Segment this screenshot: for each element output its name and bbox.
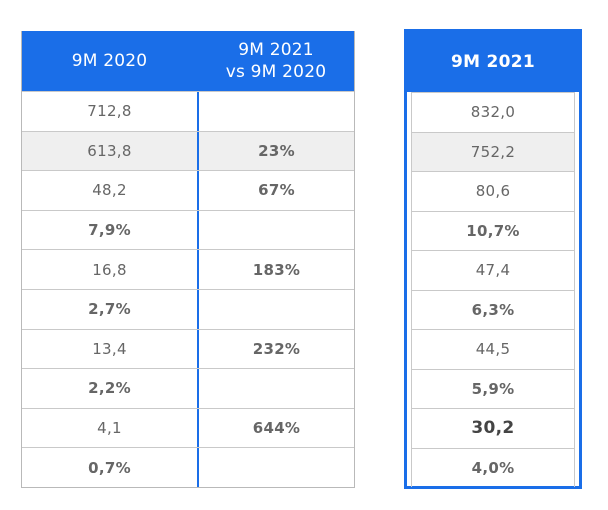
growth-cell: 67%: [197, 171, 354, 210]
value-cell: 48,2: [92, 181, 127, 200]
table-row: 0,7%: [22, 447, 354, 487]
growth-cell: 644%: [197, 408, 354, 448]
table-row: 712,8: [22, 91, 354, 131]
percent-row: 4,0%: [412, 447, 574, 488]
table-row: 752,2: [412, 131, 574, 171]
comparison-table-9m-2020: 9M 2020 9M 2021 vs 9M 2020 712,8 613,8 2…: [21, 31, 355, 488]
growth-cell: [197, 92, 354, 131]
percent-cell: 7,9%: [88, 221, 131, 240]
table-row: 44,5: [412, 329, 574, 369]
table-row: 16,8 183%: [22, 249, 354, 289]
table-row: 47,4: [412, 250, 574, 290]
growth-cell: 232%: [197, 329, 354, 369]
net-result-row: 30,2: [412, 408, 574, 448]
growth-cell: [197, 369, 354, 408]
header-growth: 9M 2021 vs 9M 2020: [197, 31, 354, 91]
table-row: 80,6: [412, 171, 574, 211]
highlight-table-9m-2021: 9M 2021 832,0 752,2 80,6 10,7% 47,4 6,3%…: [404, 29, 582, 489]
table-row: 13,4 232%: [22, 328, 354, 369]
table-row: 4,1 644%: [22, 407, 354, 448]
value-cell: 4,1: [97, 419, 122, 438]
growth-cell: [197, 210, 354, 250]
value-cell: 712,8: [87, 102, 132, 121]
percent-row: 10,7%: [412, 210, 574, 251]
table-body: 832,0 752,2 80,6 10,7% 47,4 6,3% 44,5 5,…: [411, 92, 575, 487]
value-cell: 613,8: [87, 141, 132, 160]
growth-cell: 23%: [197, 131, 354, 171]
percent-cell: 2,2%: [88, 379, 131, 398]
percent-row: 5,9%: [412, 368, 574, 409]
table-row: 2,2%: [22, 368, 354, 408]
header-9m-2020: 9M 2020: [71, 51, 148, 71]
growth-cell: 183%: [197, 250, 354, 289]
percent-cell: 2,7%: [88, 300, 131, 319]
table-row: 2,7%: [22, 288, 354, 329]
value-cell: 16,8: [92, 260, 127, 279]
value-cell: 13,4: [92, 339, 127, 358]
growth-cell: [197, 289, 354, 329]
table-row: 7,9%: [22, 209, 354, 250]
table-header: 9M 2020 9M 2021 vs 9M 2020: [22, 31, 354, 91]
table-row: 832,0: [412, 92, 574, 132]
table-row: 48,2 67%: [22, 170, 354, 210]
header-9m-2021: 9M 2021: [407, 32, 579, 92]
growth-cell: [197, 448, 354, 487]
table-row: 613,8 23%: [22, 130, 354, 171]
percent-row: 6,3%: [412, 289, 574, 330]
percent-cell: 0,7%: [88, 458, 131, 477]
